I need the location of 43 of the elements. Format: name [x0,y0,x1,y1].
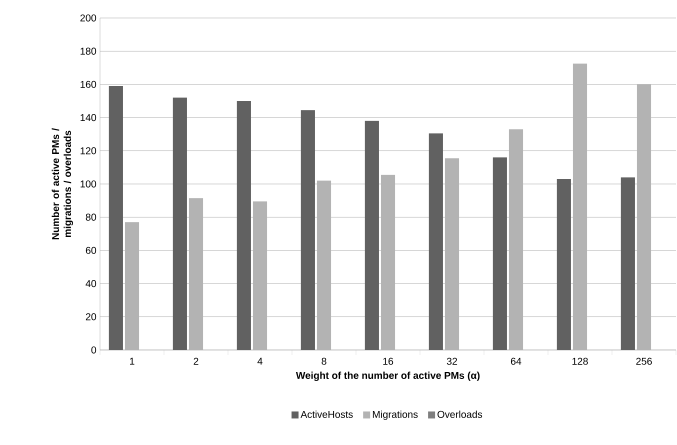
x-tick-label: 256 [636,358,652,365]
bar [572,64,588,350]
x-tick-label: 16 [383,358,394,365]
bar [620,177,635,350]
legend-label: Migrations [372,410,418,420]
bar [556,179,571,350]
x-tick-label: 32 [446,358,458,365]
y-tick-label: 40 [86,280,96,288]
y-tick-label: 20 [86,313,96,320]
bar [252,201,268,350]
legend-label: ActiveHosts [300,410,353,418]
x-tick-label: 4 [257,358,262,365]
bar [492,157,507,350]
bar [316,180,332,350]
bar [172,98,187,350]
y-tick-label: 200 [80,14,96,22]
legend-label: Overloads [438,410,482,418]
bar [508,129,524,350]
bar [380,174,396,350]
bar [444,158,460,350]
x-tick-label: 2 [194,358,198,365]
y-tick-label: 80 [86,214,96,221]
y-tick-label: 60 [86,246,96,254]
y-tick-label: 180 [80,48,96,55]
y-tick-label: 160 [80,80,96,88]
y-tick-label: 0 [91,346,96,354]
bar [124,222,140,350]
bar [236,100,251,350]
x-tick-label: 64 [510,358,522,365]
y-axis-title: Number of active PMs / migrations / overloads [52,128,74,240]
x-tick-label: 1 [130,358,134,365]
x-tick-label: 8 [322,358,326,365]
bar [364,120,379,350]
bar [428,133,443,350]
y-tick-label: 120 [80,147,96,154]
x-tick-label: 128 [572,358,588,365]
bar [188,198,204,350]
bar [108,86,123,350]
bar [636,84,652,350]
bar [300,110,315,350]
y-tick-label: 100 [80,180,96,188]
x-axis-title: Weight of the number of active PMs (α) [296,372,480,381]
y-tick-label: 140 [80,114,96,122]
